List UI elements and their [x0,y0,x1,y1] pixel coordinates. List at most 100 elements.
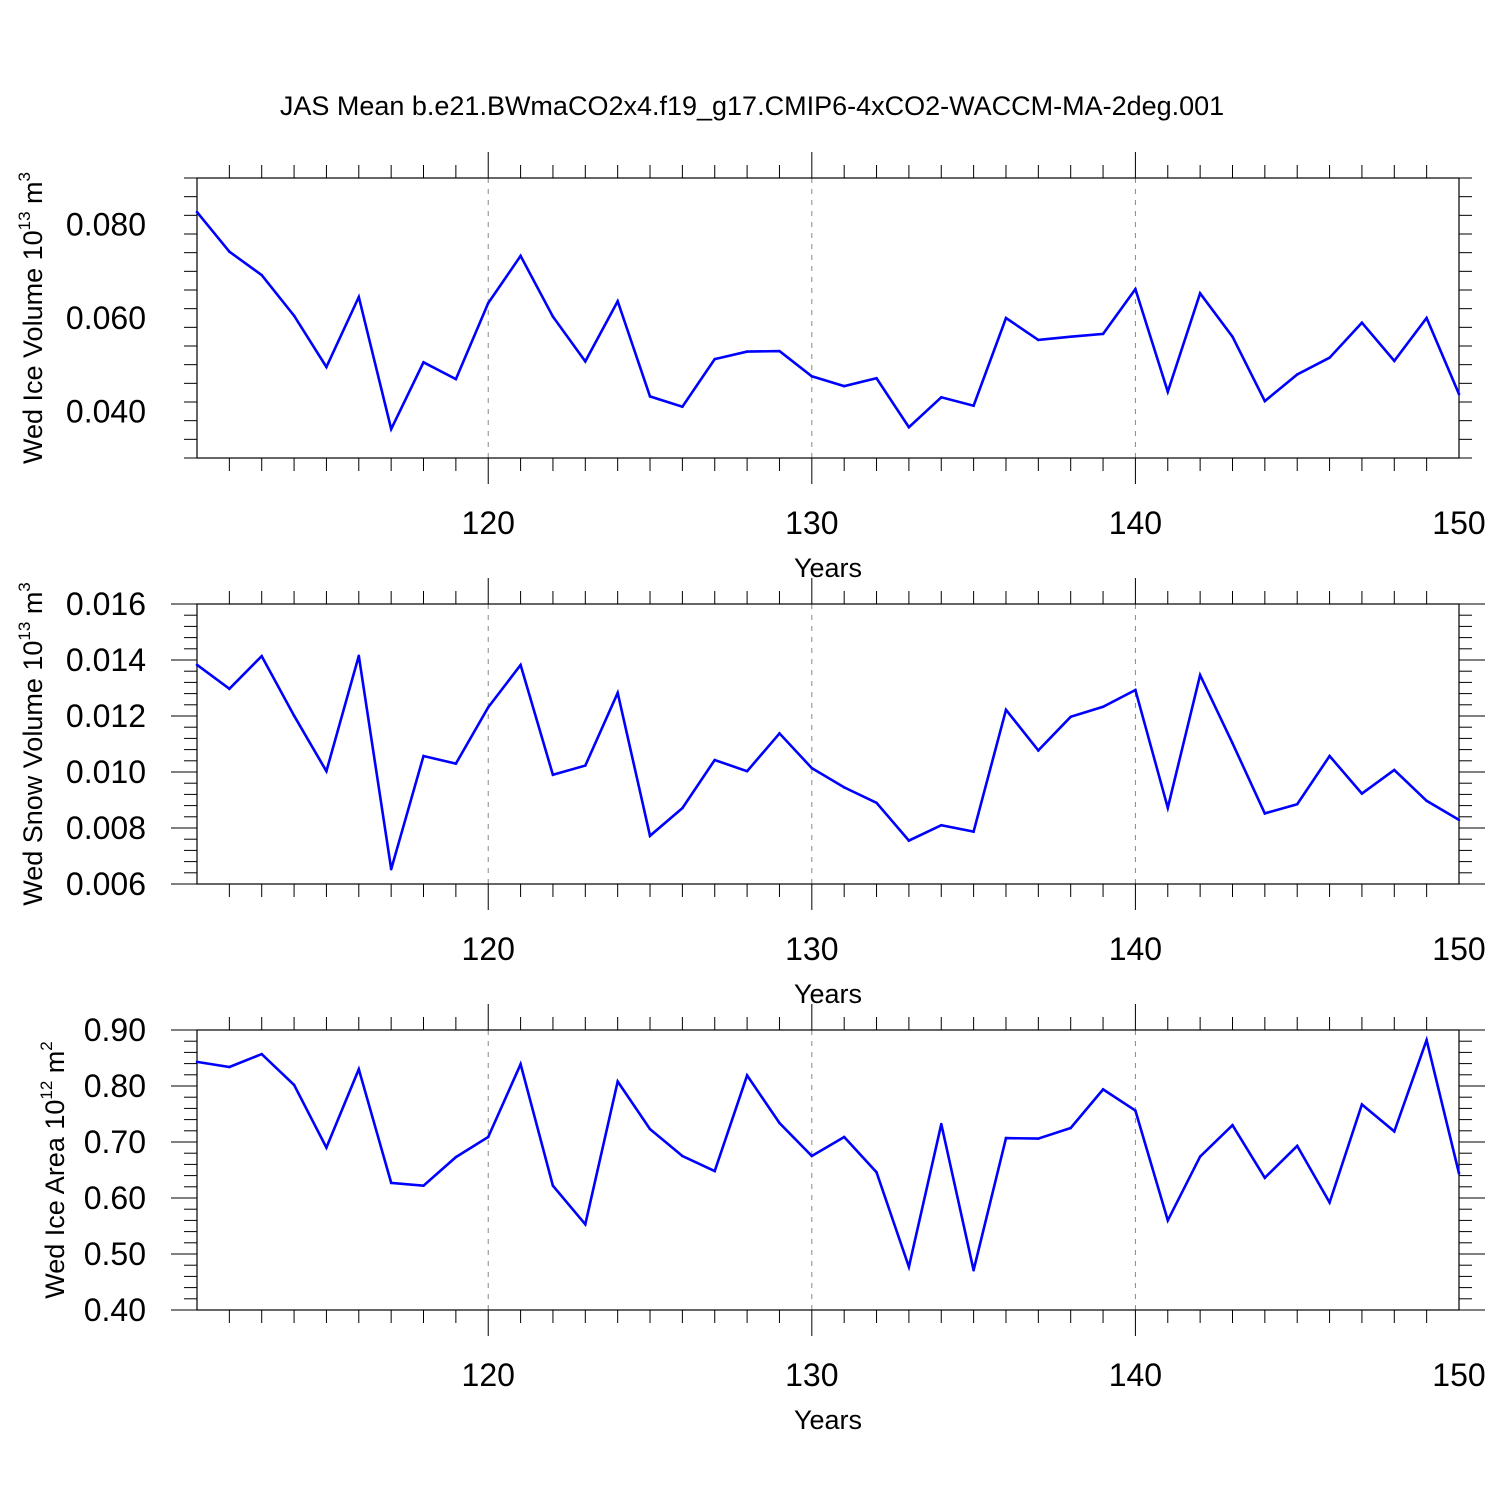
data-point [357,654,361,658]
y-tick-label: 0.70 [84,1124,146,1160]
x-tick-label: 130 [785,505,838,541]
data-point [260,273,264,277]
data-point [1101,705,1105,709]
data-point [292,1083,296,1087]
data-point [1004,708,1008,712]
data-point [519,254,522,258]
y-tick-label: 0.90 [84,1012,146,1048]
data-point [260,1052,264,1056]
data-point [1457,818,1461,822]
data-point [551,315,555,318]
y-axis-label: Wed Ice Volume 1013 m3 [15,172,48,464]
data-point [454,762,458,765]
data-point [745,350,749,353]
data-point [1198,673,1202,677]
data-point [228,1065,231,1069]
data-point [939,823,943,827]
data-point [357,1067,361,1071]
y-tick-label: 0.080 [66,207,146,243]
data-point [616,1080,619,1083]
data-point [972,830,975,833]
x-tick-label: 150 [1432,1357,1485,1393]
y-tick-label: 0.060 [66,300,146,336]
data-point [1166,390,1170,394]
data-point [648,834,652,838]
data-point [681,806,684,810]
y-tick-label: 0.008 [66,810,146,846]
x-axis-label: Years [794,553,862,583]
data-point [584,764,587,767]
data-point [616,299,619,303]
y-tick-label: 0.006 [66,866,146,902]
data-point [1069,1126,1072,1130]
plot-frame [196,603,1460,885]
data-point [325,1146,328,1149]
data-point [1231,1123,1234,1127]
x-tick-label: 120 [462,505,515,541]
data-point [1425,316,1428,320]
data-point [195,1060,199,1064]
panel-3: 0.40 0.50 0.60 0.70 0.80 0.90 120 130 140 150 Year… [37,1004,1486,1435]
data-point [1231,741,1234,745]
x-tick-label: 120 [462,931,515,967]
data-point [1069,335,1072,338]
data-point [422,754,425,758]
y-tick-label: 0.40 [84,1292,146,1328]
data-point [1328,754,1331,758]
data-point [1231,335,1234,338]
data-point [939,1122,943,1126]
data-point [1134,287,1137,291]
data-point [907,839,911,842]
data-point [1037,749,1040,752]
data-point [1295,802,1299,806]
data-point [1134,1109,1137,1112]
data-point [875,1170,878,1174]
series-line [196,653,1460,870]
data-point [842,384,846,388]
data-point [454,1155,458,1159]
data-point [875,376,878,380]
data-point [1166,806,1170,810]
data-point [1425,799,1428,803]
data-point [195,663,199,667]
data-point [195,210,199,214]
data-point [228,250,231,254]
data-point [292,714,296,718]
data-point [713,758,717,762]
data-point [778,732,781,735]
data-point [1425,1038,1428,1042]
data-point [1134,688,1137,692]
data-point [325,365,328,369]
data-point [745,769,749,773]
data-point [778,349,781,353]
data-point [1360,1103,1364,1106]
data-point [1360,792,1364,795]
data-point [357,295,361,299]
y-tick-label: 0.010 [66,754,146,790]
data-point [810,766,814,770]
x-axis-label: Years [794,1405,862,1435]
data-point [1392,1130,1396,1133]
data-point [1037,338,1040,342]
data-point [389,867,393,871]
y-tick-label: 0.80 [84,1068,146,1104]
series-line [196,1035,1461,1272]
data-point [486,706,490,709]
panel-1: 0.040 0.060 0.080 120 130 140 150 Years Wed Ice … [15,152,1486,583]
y-tick-label: 0.50 [84,1236,146,1272]
data-point [325,769,328,773]
data-point [389,1181,393,1185]
data-point [907,425,911,429]
plot-frame [196,177,1460,459]
x-tick-label: 150 [1432,505,1485,541]
data-point [1295,373,1299,376]
data-point [907,1265,911,1269]
data-point [1263,812,1267,815]
data-point [519,1062,522,1066]
data-point [713,1169,717,1173]
data-point [842,1135,846,1139]
data-point [1037,1137,1040,1140]
y-tick-label: 0.60 [84,1180,146,1216]
data-point [939,396,943,399]
